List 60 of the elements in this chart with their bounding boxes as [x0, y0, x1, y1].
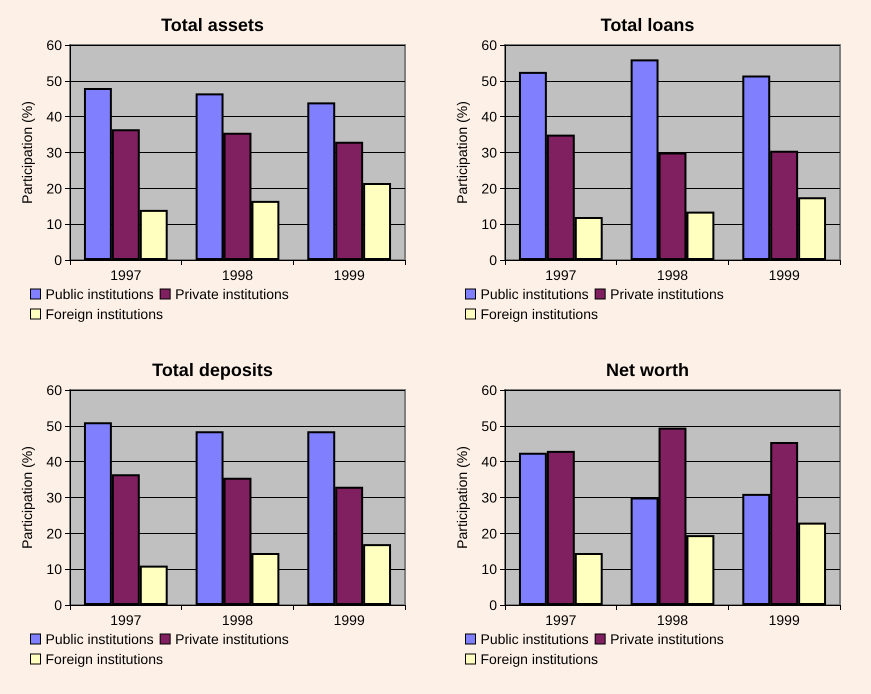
x-tick-label: 1999 — [768, 267, 800, 283]
y-tick-label: 60 — [46, 37, 62, 53]
legend-label: Public institutions — [46, 286, 154, 302]
chart-title: Total loans — [600, 15, 694, 35]
legend-label: Foreign institutions — [46, 306, 164, 322]
x-tick-label: 1997 — [110, 267, 142, 283]
y-tick-label: 40 — [46, 108, 62, 125]
x-tick-label: 1999 — [334, 267, 365, 283]
legend-label: Public institutions — [46, 631, 154, 647]
y-tick-label: 50 — [481, 418, 498, 434]
y-tick-label: 10 — [46, 216, 62, 232]
y-tick-label: 40 — [481, 454, 498, 470]
y-tick-label: 10 — [46, 561, 62, 578]
y-axis-title: Participation (%) — [19, 446, 35, 549]
y-tick-label: 50 — [46, 72, 62, 89]
y-tick-label: 30 — [481, 490, 498, 506]
legend-label: Foreign institutions — [480, 651, 598, 667]
y-tick-label: 40 — [46, 454, 62, 470]
y-tick-label: 20 — [481, 525, 498, 542]
y-tick-label: 20 — [46, 525, 62, 542]
y-tick-label: 60 — [481, 37, 498, 53]
legend-label: Foreign institutions — [480, 306, 598, 322]
y-tick-label: 40 — [481, 108, 498, 125]
y-tick-label: 10 — [481, 561, 498, 578]
y-axis-title: Participation (%) — [454, 101, 470, 204]
chart-title: Total assets — [161, 15, 264, 35]
y-tick-label: 30 — [46, 144, 62, 160]
y-tick-label: 0 — [54, 597, 62, 613]
legend-label: Public institutions — [480, 286, 589, 302]
legend-label: Private institutions — [610, 286, 724, 302]
legend-label: Private institutions — [175, 631, 289, 647]
x-tick-label: 1999 — [334, 612, 365, 628]
x-tick-label: 1997 — [545, 267, 577, 283]
y-tick-label: 60 — [481, 382, 498, 398]
y-tick-label: 50 — [481, 72, 498, 89]
y-tick-label: 50 — [46, 418, 62, 434]
y-axis-title: Participation (%) — [19, 101, 35, 204]
y-tick-label: 60 — [46, 382, 62, 398]
x-tick-label: 1998 — [656, 267, 688, 283]
legend-label: Private institutions — [610, 631, 724, 647]
y-axis-title: Participation (%) — [454, 446, 470, 549]
legend-label: Public institutions — [480, 631, 589, 647]
y-tick-label: 30 — [481, 144, 498, 160]
y-tick-label: 20 — [481, 180, 498, 196]
chart-title: Net worth — [606, 360, 689, 380]
x-tick-label: 1997 — [545, 612, 577, 628]
x-tick-label: 1998 — [656, 612, 688, 628]
y-tick-label: 0 — [489, 597, 498, 613]
x-tick-label: 1998 — [222, 612, 254, 628]
y-tick-label: 30 — [46, 490, 62, 506]
legend-label: Foreign institutions — [46, 651, 164, 667]
y-tick-label: 20 — [46, 180, 62, 196]
x-tick-label: 1998 — [222, 267, 254, 283]
y-tick-label: 0 — [489, 252, 498, 268]
y-tick-label: 10 — [481, 216, 498, 232]
legend-label: Private institutions — [175, 286, 289, 302]
x-tick-label: 1999 — [768, 612, 800, 628]
chart-title: Total deposits — [152, 360, 273, 380]
x-tick-label: 1997 — [110, 612, 142, 628]
y-tick-label: 0 — [54, 252, 62, 268]
